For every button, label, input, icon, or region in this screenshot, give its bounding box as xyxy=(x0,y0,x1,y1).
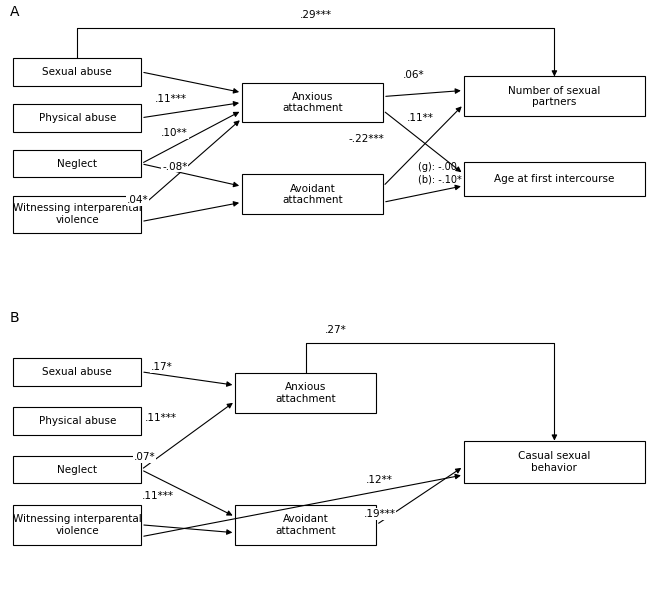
Bar xyxy=(242,174,383,214)
Text: -.08*: -.08* xyxy=(162,162,187,172)
Text: .07*: .07* xyxy=(134,452,155,463)
Text: Anxious
attachment: Anxious attachment xyxy=(282,92,343,113)
Text: .11***: .11*** xyxy=(145,412,177,423)
Text: Avoidant
attachment: Avoidant attachment xyxy=(282,184,343,205)
Bar xyxy=(464,76,645,116)
Text: .11***: .11*** xyxy=(155,94,187,105)
Text: Witnessing interparental
violence: Witnessing interparental violence xyxy=(13,514,142,536)
Text: (g): -.00: (g): -.00 xyxy=(418,162,457,172)
Text: (b): -.10*: (b): -.10* xyxy=(418,174,462,184)
Bar xyxy=(235,505,376,545)
Text: -.22***: -.22*** xyxy=(348,134,384,144)
Bar xyxy=(235,373,376,413)
Text: .04*: .04* xyxy=(127,195,149,206)
Text: Witnessing interparental
violence: Witnessing interparental violence xyxy=(13,203,142,225)
Text: .10**: .10** xyxy=(161,128,188,138)
Text: Number of sexual
partners: Number of sexual partners xyxy=(508,86,601,107)
Text: .29***: .29*** xyxy=(300,10,332,20)
Bar xyxy=(13,358,141,386)
Bar xyxy=(13,196,141,233)
Bar xyxy=(13,505,141,545)
Text: .11**: .11** xyxy=(407,113,433,123)
Bar xyxy=(13,104,141,132)
Text: Neglect: Neglect xyxy=(57,465,97,475)
Text: Physical abuse: Physical abuse xyxy=(38,416,116,426)
Bar xyxy=(13,456,141,483)
Bar xyxy=(13,150,141,177)
Text: Casual sexual
behavior: Casual sexual behavior xyxy=(518,451,591,473)
Text: .11***: .11*** xyxy=(142,491,174,501)
Bar xyxy=(242,83,383,122)
Bar xyxy=(464,162,645,196)
Text: A: A xyxy=(10,5,19,18)
FancyArrowPatch shape xyxy=(77,28,556,75)
Text: Physical abuse: Physical abuse xyxy=(38,113,116,123)
Text: Sexual abuse: Sexual abuse xyxy=(42,367,112,377)
Bar xyxy=(464,441,645,483)
Bar xyxy=(13,58,141,86)
Text: B: B xyxy=(10,311,19,324)
Text: Neglect: Neglect xyxy=(57,159,97,169)
Text: Avoidant
attachment: Avoidant attachment xyxy=(276,514,336,536)
Text: .12**: .12** xyxy=(366,476,393,485)
Text: .06*: .06* xyxy=(403,70,424,80)
Text: Anxious
attachment: Anxious attachment xyxy=(276,382,336,404)
Bar xyxy=(13,407,141,435)
Text: Sexual abuse: Sexual abuse xyxy=(42,67,112,77)
Text: .19***: .19*** xyxy=(364,509,396,519)
Text: .17*: .17* xyxy=(151,362,172,372)
Text: Age at first intercourse: Age at first intercourse xyxy=(494,174,615,184)
Text: .27*: .27* xyxy=(325,326,347,335)
FancyArrowPatch shape xyxy=(306,343,556,439)
